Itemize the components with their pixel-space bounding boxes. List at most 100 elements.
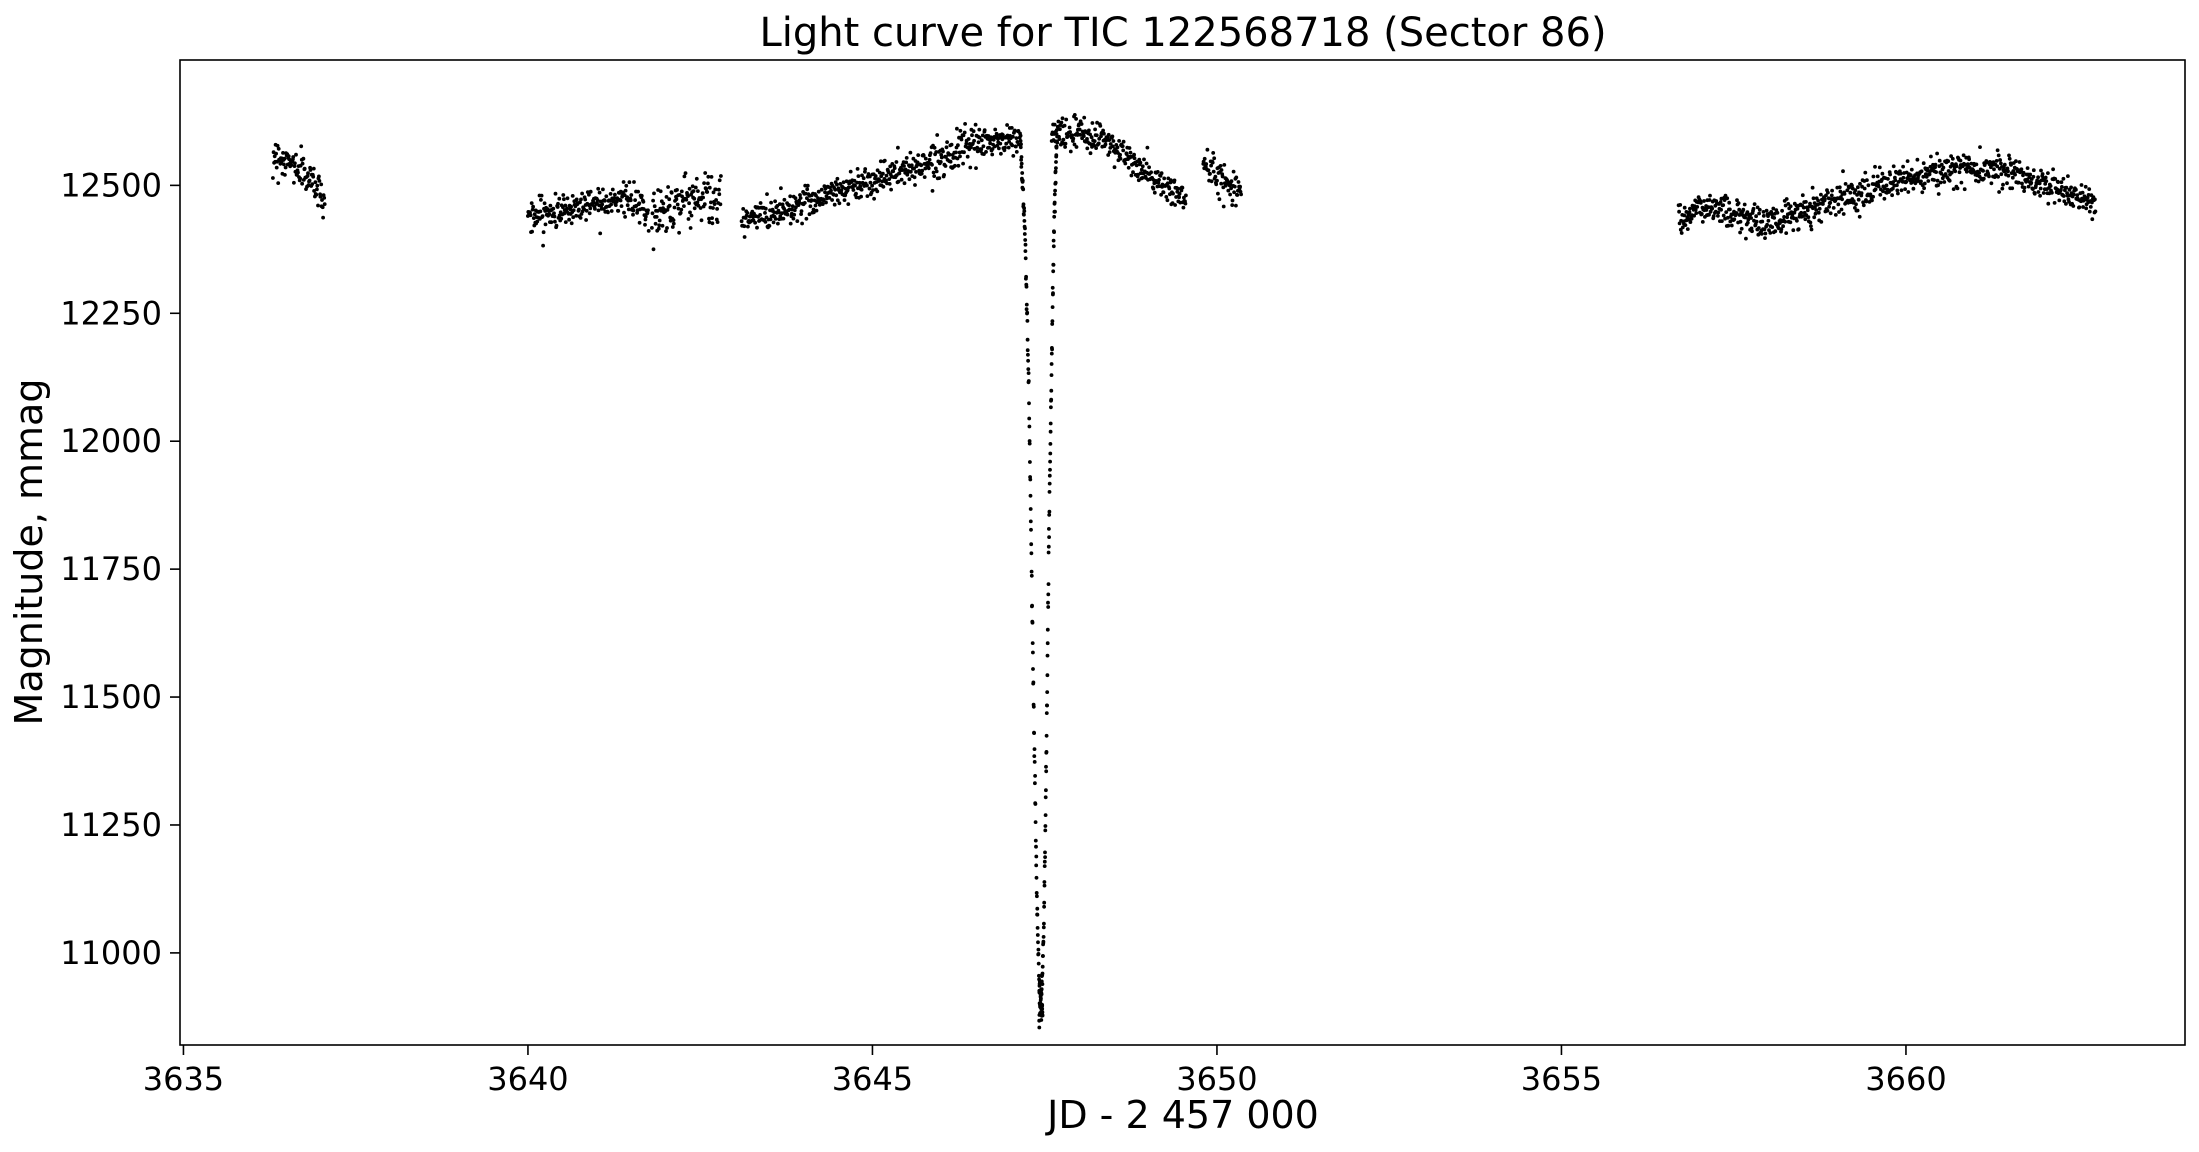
- data-point: [701, 195, 705, 200]
- data-point: [1014, 144, 1018, 149]
- data-point: [799, 212, 803, 217]
- data-point: [1761, 210, 1766, 214]
- data-point: [1908, 173, 1913, 178]
- data-point: [1210, 160, 1215, 165]
- data-point: [632, 180, 636, 184]
- data-point: [1780, 208, 1784, 213]
- data-point: [1137, 157, 1142, 162]
- data-point: [2087, 187, 2092, 192]
- data-point: [1020, 171, 1025, 175]
- data-point: [923, 156, 928, 161]
- data-point: [1184, 193, 1188, 198]
- data-point: [1831, 206, 1836, 210]
- data-point: [928, 151, 933, 156]
- data-point: [1936, 183, 1940, 188]
- data-point: [1049, 388, 1054, 393]
- data-point: [1761, 214, 1766, 218]
- data-point: [1140, 164, 1145, 169]
- data-point: [813, 203, 818, 208]
- data-point: [1026, 379, 1031, 383]
- data-point: [926, 166, 931, 171]
- data-point: [2087, 209, 2092, 214]
- data-point: [835, 198, 840, 203]
- data-point: [919, 171, 924, 176]
- data-point: [1683, 223, 1688, 228]
- data-point: [927, 157, 932, 162]
- data-point: [794, 205, 798, 210]
- data-point: [923, 166, 928, 171]
- data-point: [755, 225, 759, 230]
- data-point: [1029, 527, 1033, 532]
- data-point: [1034, 891, 1039, 895]
- data-point: [1036, 952, 1041, 956]
- data-point: [1231, 169, 1236, 174]
- data-point: [1023, 226, 1027, 231]
- data-point: [1023, 242, 1028, 247]
- data-point: [1048, 459, 1052, 464]
- data-point: [1786, 202, 1791, 206]
- data-point: [1019, 155, 1024, 159]
- data-point: [587, 211, 592, 216]
- data-point: [1058, 127, 1062, 132]
- data-point: [1961, 153, 1966, 158]
- data-point: [1035, 906, 1040, 911]
- data-point: [2010, 186, 2015, 191]
- data-point: [2009, 163, 2013, 167]
- data-point: [671, 221, 676, 226]
- data-point: [1022, 212, 1026, 217]
- data-point: [1770, 225, 1775, 230]
- data-point: [1825, 208, 1830, 213]
- data-point: [1144, 161, 1149, 166]
- data-point: [539, 193, 544, 198]
- data-point: [702, 202, 707, 207]
- data-point: [687, 201, 691, 206]
- data-point: [588, 189, 593, 194]
- data-point: [1111, 144, 1115, 149]
- data-point: [1049, 405, 1053, 410]
- data-point: [1794, 203, 1799, 208]
- data-point: [937, 176, 942, 181]
- data-point: [1939, 162, 1944, 167]
- data-point: [660, 223, 665, 228]
- data-point: [1995, 164, 2000, 169]
- data-point: [1022, 209, 1027, 214]
- data-point: [1024, 284, 1029, 289]
- data-point: [306, 171, 310, 176]
- data-point: [631, 212, 635, 217]
- data-point: [529, 201, 534, 206]
- data-point: [1014, 136, 1019, 141]
- data-point: [907, 177, 912, 182]
- data-point: [1915, 157, 1920, 162]
- data-point: [1046, 600, 1050, 605]
- data-point: [2056, 180, 2061, 185]
- data-point: [1823, 197, 1827, 201]
- data-point: [1828, 211, 1833, 216]
- data-point: [694, 176, 699, 181]
- data-point: [552, 211, 556, 216]
- data-point: [1048, 429, 1053, 434]
- data-point: [1729, 223, 1734, 228]
- data-point: [1180, 185, 1185, 190]
- data-point: [1732, 217, 1737, 222]
- data-point: [553, 219, 557, 224]
- x-tick-label: 3660: [1865, 1060, 1946, 1098]
- data-point: [742, 224, 747, 229]
- data-point: [315, 183, 320, 188]
- data-point: [971, 129, 976, 134]
- data-point: [665, 226, 669, 230]
- data-point: [1018, 133, 1023, 138]
- data-point: [1969, 161, 1974, 166]
- data-point: [902, 181, 907, 186]
- data-point: [1031, 680, 1036, 685]
- data-point: [859, 187, 864, 192]
- data-point: [1132, 152, 1136, 157]
- data-point: [1985, 160, 1989, 165]
- data-point: [798, 193, 802, 197]
- data-point: [2069, 185, 2074, 190]
- data-point: [2046, 201, 2051, 206]
- data-point: [1785, 215, 1789, 220]
- data-point: [710, 221, 715, 226]
- data-point: [1047, 535, 1051, 539]
- data-point: [1950, 156, 1955, 161]
- data-point: [2093, 197, 2097, 202]
